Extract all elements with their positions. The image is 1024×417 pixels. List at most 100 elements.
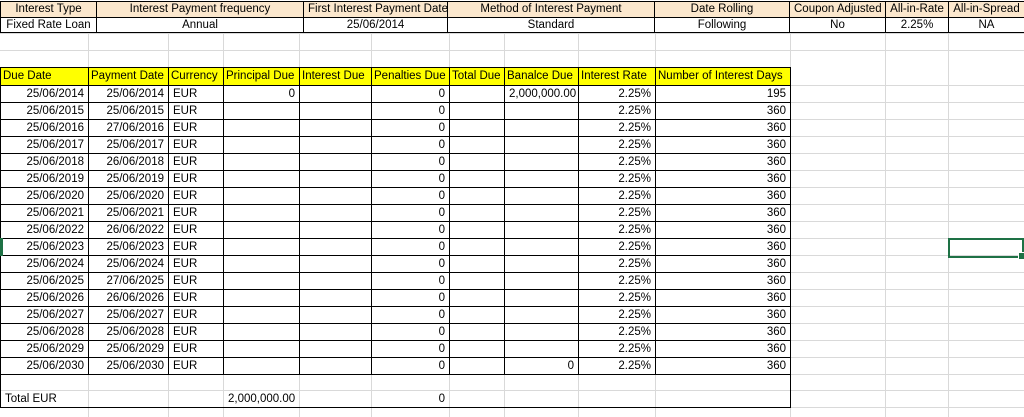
schedule-cell[interactable] <box>223 187 300 205</box>
schedule-cell[interactable]: 0 <box>504 357 579 375</box>
schedule-cell[interactable]: 0 <box>371 272 450 290</box>
schedule-cell[interactable] <box>449 340 505 358</box>
schedule-cell[interactable] <box>299 357 372 375</box>
schedule-cell[interactable]: 360 <box>655 136 791 154</box>
schedule-cell[interactable] <box>449 255 505 273</box>
schedule-cell[interactable] <box>223 119 300 137</box>
schedule-cell[interactable] <box>299 204 372 222</box>
summary-header-cell[interactable]: Interest Type <box>0 1 97 18</box>
schedule-cell[interactable]: 0 <box>371 187 450 205</box>
schedule-cell[interactable] <box>449 119 505 137</box>
schedule-cell[interactable]: EUR <box>168 221 224 239</box>
schedule-cell[interactable] <box>504 136 579 154</box>
schedule-cell[interactable]: EUR <box>168 136 224 154</box>
schedule-cell[interactable] <box>504 170 579 188</box>
schedule-cell[interactable]: 25/06/2029 <box>0 340 89 358</box>
schedule-cell[interactable] <box>299 238 372 256</box>
schedule-cell[interactable] <box>449 289 505 307</box>
schedule-cell[interactable]: 360 <box>655 323 791 341</box>
schedule-cell[interactable]: 27/06/2016 <box>88 119 169 137</box>
schedule-cell[interactable]: 0 <box>371 289 450 307</box>
schedule-cell[interactable]: 2.25% <box>578 323 656 341</box>
schedule-cell[interactable]: 2.25% <box>578 238 656 256</box>
schedule-header-cell[interactable]: Payment Date <box>88 67 169 86</box>
summary-value-cell[interactable]: 25/06/2014 <box>303 17 448 33</box>
summary-header-cell[interactable]: Method of Interest Payment <box>447 1 655 18</box>
summary-header-cell[interactable]: Coupon Adjusted <box>789 1 886 18</box>
schedule-cell[interactable]: 25/06/2027 <box>0 306 89 324</box>
schedule-cell[interactable]: 25/06/2027 <box>88 306 169 324</box>
schedule-cell[interactable]: 25/06/2015 <box>88 102 169 120</box>
schedule-cell[interactable]: EUR <box>168 238 224 256</box>
schedule-cell[interactable] <box>299 85 372 103</box>
schedule-cell[interactable]: 360 <box>655 272 791 290</box>
schedule-cell[interactable] <box>504 255 579 273</box>
total-penalties-cell[interactable]: 0 <box>371 390 450 408</box>
schedule-cell[interactable]: 25/06/2015 <box>0 102 89 120</box>
schedule-cell[interactable] <box>299 323 372 341</box>
schedule-cell[interactable] <box>449 187 505 205</box>
summary-header-cell[interactable]: All-in-Rate <box>885 1 949 18</box>
schedule-cell[interactable]: 25/06/2026 <box>0 289 89 307</box>
schedule-cell[interactable] <box>223 102 300 120</box>
schedule-cell[interactable]: 25/06/2024 <box>88 255 169 273</box>
schedule-cell[interactable]: EUR <box>168 153 224 171</box>
schedule-cell[interactable]: 0 <box>371 102 450 120</box>
schedule-cell[interactable]: EUR <box>168 204 224 222</box>
schedule-cell[interactable]: 2.25% <box>578 204 656 222</box>
schedule-cell[interactable]: 0 <box>371 221 450 239</box>
schedule-cell[interactable]: 2.25% <box>578 255 656 273</box>
schedule-cell[interactable]: 0 <box>371 255 450 273</box>
schedule-cell[interactable] <box>504 323 579 341</box>
summary-value-cell[interactable]: Fixed Rate Loan <box>0 17 97 33</box>
schedule-cell[interactable]: 2.25% <box>578 136 656 154</box>
schedule-cell[interactable]: 0 <box>371 153 450 171</box>
schedule-cell[interactable]: 2,000,000.00 <box>504 85 579 103</box>
schedule-cell[interactable]: EUR <box>168 306 224 324</box>
schedule-cell[interactable]: 360 <box>655 204 791 222</box>
schedule-cell[interactable] <box>223 357 300 375</box>
schedule-cell[interactable]: 0 <box>371 306 450 324</box>
schedule-cell[interactable]: EUR <box>168 85 224 103</box>
schedule-cell[interactable]: 360 <box>655 289 791 307</box>
schedule-cell[interactable] <box>449 85 505 103</box>
schedule-cell[interactable] <box>299 255 372 273</box>
schedule-cell[interactable] <box>223 306 300 324</box>
schedule-cell[interactable]: 360 <box>655 306 791 324</box>
schedule-cell[interactable] <box>299 272 372 290</box>
schedule-cell[interactable] <box>299 289 372 307</box>
schedule-cell[interactable] <box>223 323 300 341</box>
schedule-cell[interactable] <box>449 221 505 239</box>
schedule-cell[interactable]: 360 <box>655 153 791 171</box>
schedule-cell[interactable] <box>299 306 372 324</box>
schedule-cell[interactable]: 0 <box>371 85 450 103</box>
schedule-header-cell[interactable]: Currency <box>168 67 224 86</box>
schedule-cell[interactable] <box>449 357 505 375</box>
schedule-cell[interactable] <box>504 187 579 205</box>
summary-value-cell[interactable]: 2.25% <box>885 17 949 33</box>
summary-value-cell[interactable]: Annual <box>96 17 304 33</box>
schedule-cell[interactable]: 25/06/2028 <box>88 323 169 341</box>
schedule-cell[interactable]: 2.25% <box>578 289 656 307</box>
schedule-cell[interactable]: 360 <box>655 255 791 273</box>
fill-handle-icon[interactable] <box>1018 252 1024 260</box>
schedule-cell[interactable] <box>223 221 300 239</box>
schedule-cell[interactable]: 25/06/2028 <box>0 323 89 341</box>
summary-header-cell[interactable]: All-in-Spread <box>948 1 1024 18</box>
schedule-cell[interactable] <box>504 238 579 256</box>
schedule-header-cell[interactable]: Principal Due <box>223 67 300 86</box>
schedule-cell[interactable] <box>299 153 372 171</box>
schedule-cell[interactable] <box>299 340 372 358</box>
schedule-cell[interactable] <box>223 136 300 154</box>
schedule-cell[interactable] <box>504 204 579 222</box>
schedule-cell[interactable]: 360 <box>655 357 791 375</box>
schedule-cell[interactable] <box>504 221 579 239</box>
schedule-cell[interactable] <box>504 289 579 307</box>
schedule-cell[interactable]: 2.25% <box>578 153 656 171</box>
schedule-cell[interactable]: 25/06/2016 <box>0 119 89 137</box>
schedule-cell[interactable] <box>223 153 300 171</box>
schedule-cell[interactable]: 2.25% <box>578 221 656 239</box>
schedule-cell[interactable]: 360 <box>655 221 791 239</box>
schedule-cell[interactable]: 25/06/2014 <box>0 85 89 103</box>
schedule-cell[interactable]: 0 <box>223 85 300 103</box>
